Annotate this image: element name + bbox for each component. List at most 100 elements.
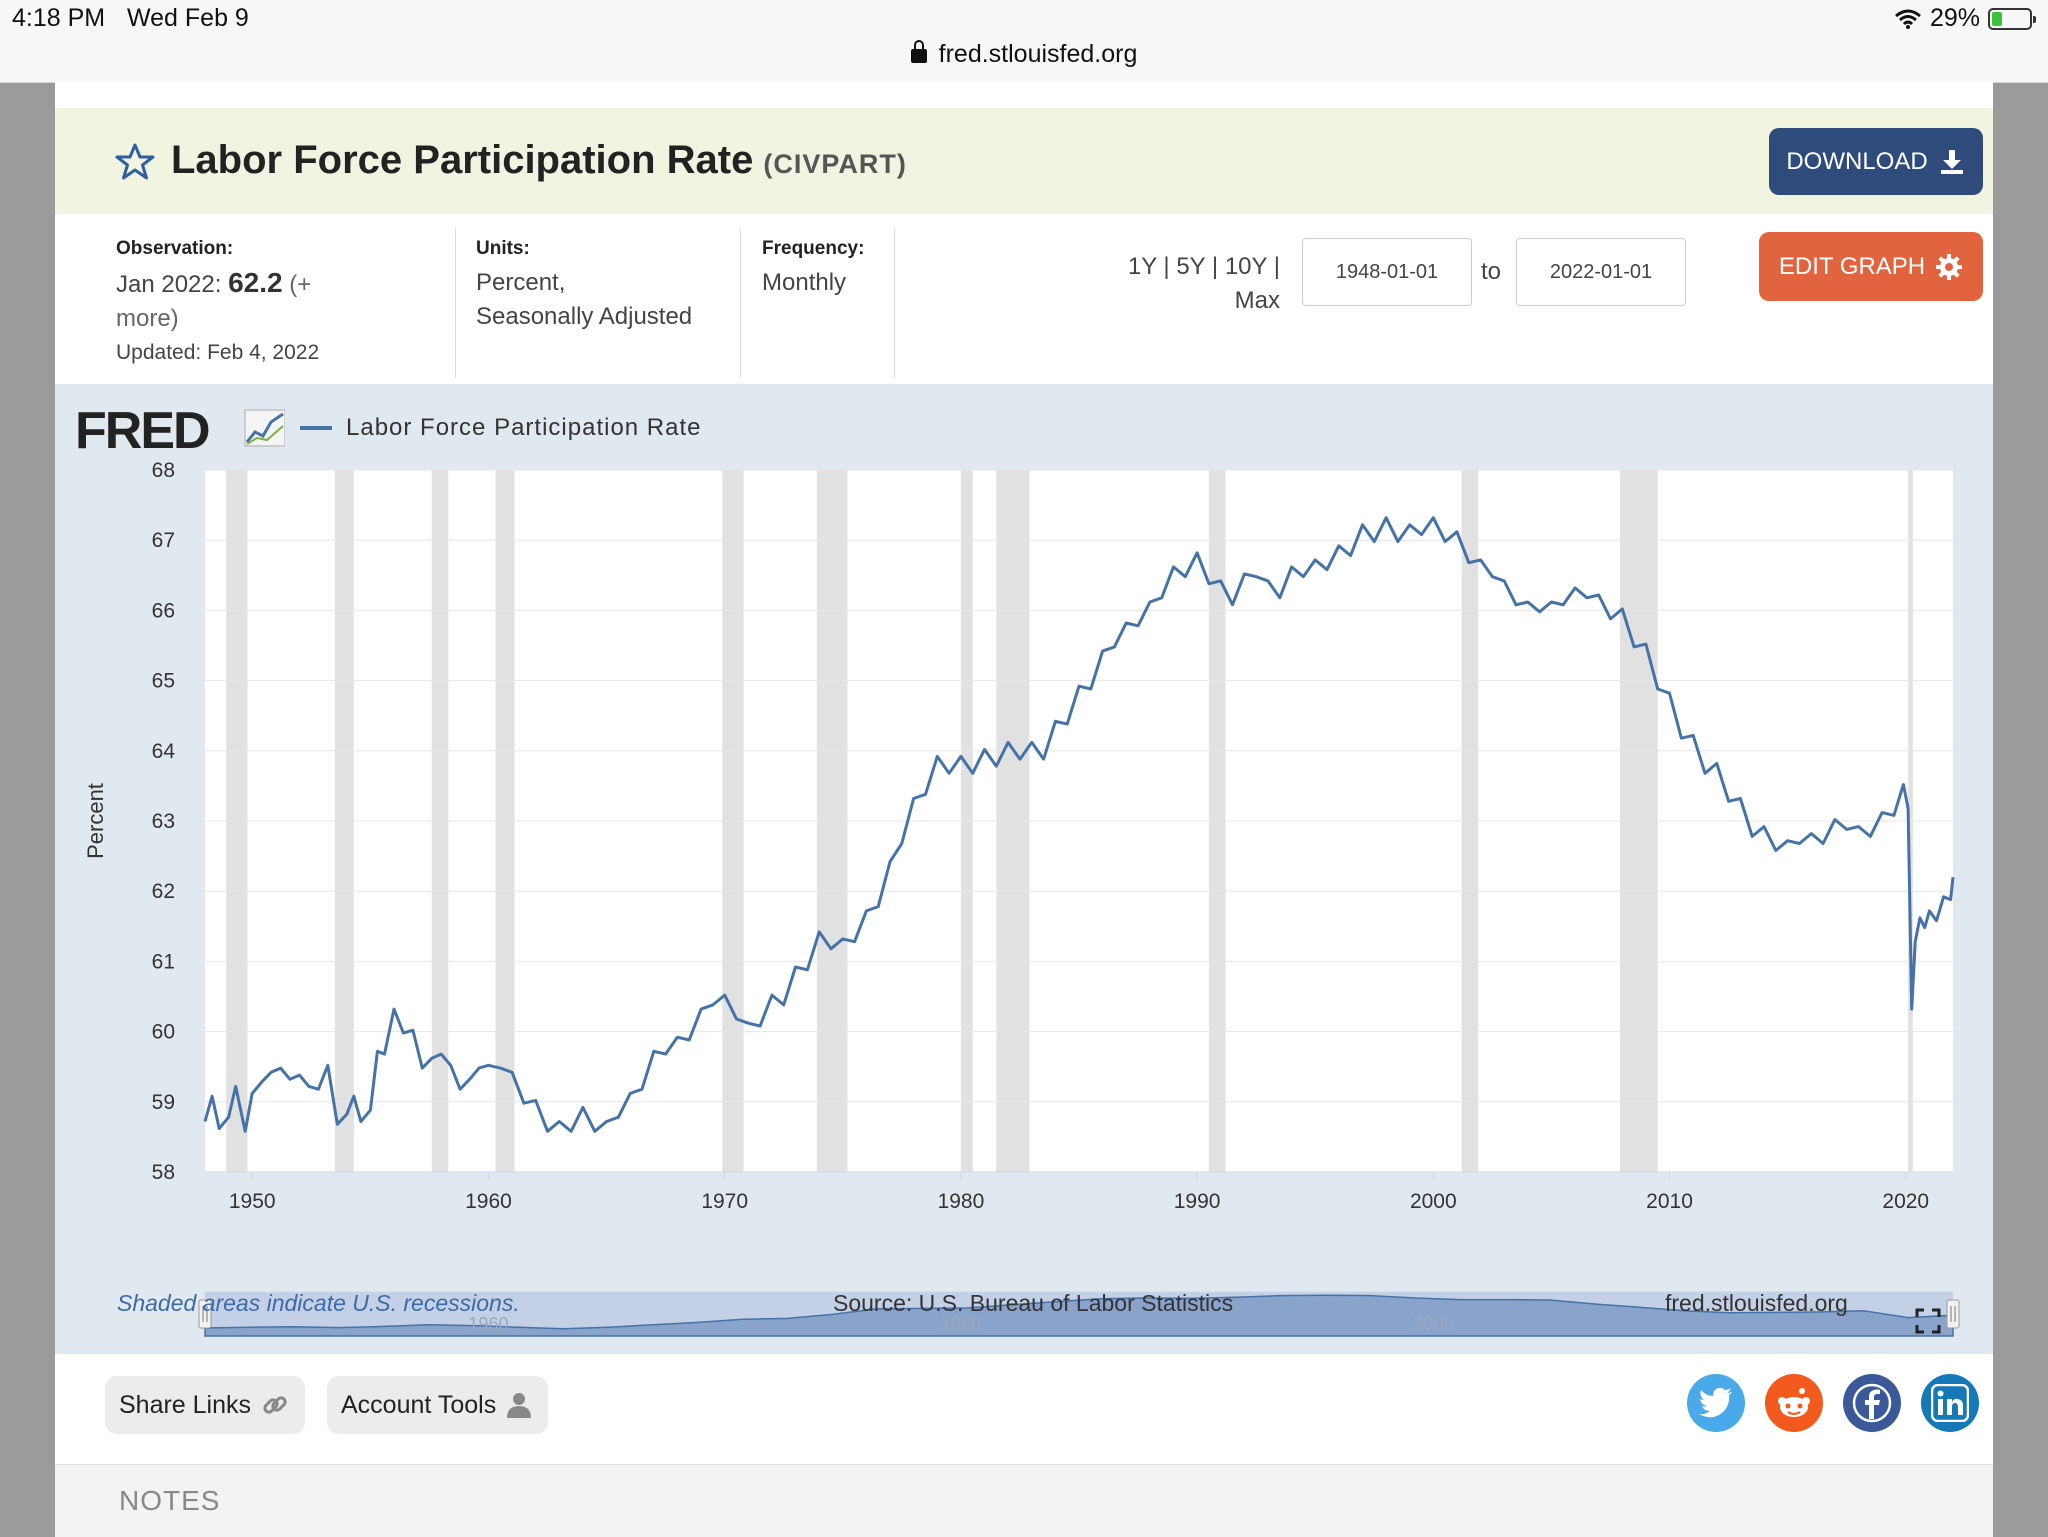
x-tick-label: 1960 xyxy=(465,1190,512,1213)
observation-more-link[interactable]: (+ xyxy=(289,271,312,298)
end-date-input[interactable]: 2022-01-01 xyxy=(1516,238,1686,306)
address-url: fred.stlouisfed.org xyxy=(938,40,1138,68)
legend-swatch xyxy=(300,426,332,430)
navigator-label: 1980 xyxy=(941,1314,981,1334)
facebook-f-icon xyxy=(1852,1383,1892,1423)
y-tick-label: 60 xyxy=(152,1021,175,1044)
y-tick-label: 66 xyxy=(152,599,175,622)
y-tick-label: 67 xyxy=(152,529,175,552)
meta-divider xyxy=(740,228,741,378)
download-button[interactable]: DOWNLOAD xyxy=(1769,128,1983,195)
x-tick-label: 2000 xyxy=(1410,1190,1457,1213)
edit-graph-label: EDIT GRAPH xyxy=(1778,252,1926,280)
frequency-label: Frequency: xyxy=(762,238,865,259)
share-links-label: Share Links xyxy=(119,1390,252,1419)
fred-page: Labor Force Participation Rate (CIVPART) … xyxy=(55,82,1993,1537)
observation-label: Observation: xyxy=(116,238,234,259)
navigator-label: 1960 xyxy=(468,1314,508,1334)
reddit-alien-icon xyxy=(1778,1388,1810,1417)
y-tick-label: 68 xyxy=(152,459,175,482)
lock-icon xyxy=(910,40,927,63)
download-icon xyxy=(1940,149,1963,174)
battery-level xyxy=(1992,11,2002,26)
twitter-icon[interactable] xyxy=(1687,1374,1745,1432)
favorite-star-icon[interactable] xyxy=(115,142,155,182)
navigator-handle[interactable] xyxy=(1946,1299,1960,1329)
y-axis-title: Percent xyxy=(83,783,108,859)
gear-icon xyxy=(1936,253,1963,280)
y-tick-label: 61 xyxy=(152,950,175,973)
linkedin-in-icon xyxy=(1931,1384,1969,1422)
y-tick-label: 58 xyxy=(152,1161,175,1184)
svg-text:FRED: FRED xyxy=(75,402,209,458)
frequency-value: Monthly xyxy=(762,269,847,296)
site-link[interactable]: fred.stlouisfed.org xyxy=(1665,1290,1848,1316)
series-id: (CIVPART) xyxy=(763,149,907,179)
meta-divider xyxy=(894,228,895,378)
share-links-button[interactable]: Share Links xyxy=(105,1376,305,1434)
linkedin-icon[interactable] xyxy=(1921,1374,1979,1432)
notes-title: NOTES xyxy=(119,1485,221,1516)
user-icon xyxy=(507,1393,532,1418)
battery-icon xyxy=(1988,7,2036,30)
y-tick-label: 62 xyxy=(152,880,175,903)
status-date: Wed Feb 9 xyxy=(127,4,249,32)
wifi-icon xyxy=(1894,9,1921,29)
account-tools-button[interactable]: Account Tools xyxy=(327,1376,548,1434)
units-line2: Seasonally Adjusted xyxy=(476,303,693,330)
meta-divider xyxy=(455,228,456,378)
battery-percent: 29% xyxy=(1929,4,1980,32)
x-tick-label: 1980 xyxy=(938,1190,985,1213)
observation-more-link-cont[interactable]: more) xyxy=(116,305,179,332)
y-tick-label: 63 xyxy=(152,810,175,833)
facebook-icon[interactable] xyxy=(1843,1374,1901,1432)
observation-line: Jan 2022: 62.2 (+ xyxy=(116,266,319,302)
link-icon xyxy=(263,1396,287,1414)
series-line[interactable] xyxy=(203,516,1955,1133)
browser-status-bar: 4:18 PM Wed Feb 9 fred.stlouisfed.org 29… xyxy=(0,0,2048,83)
start-date-input[interactable]: 1948-01-01 xyxy=(1302,238,1472,306)
observation-block: Observation: Jan 2022: 62.2 (+ more) Upd… xyxy=(116,238,319,370)
units-block: Units: Percent, Seasonally Adjusted xyxy=(476,238,692,334)
updated-date: Updated: Feb 4, 2022 xyxy=(116,341,320,364)
download-label: DOWNLOAD xyxy=(1786,147,1928,175)
source-note: Source: U.S. Bureau of Labor Statistics xyxy=(833,1290,1234,1316)
observation-value: 62.2 xyxy=(228,267,283,298)
to-label: to xyxy=(1481,258,1502,285)
navigator-label: 2000 xyxy=(1413,1314,1453,1334)
address-bar[interactable]: fred.stlouisfed.org xyxy=(0,40,2048,69)
navigator-area xyxy=(204,1294,1954,1337)
frequency-block: Frequency: Monthly xyxy=(762,238,864,300)
x-tick-label: 1970 xyxy=(701,1190,748,1213)
fred-logo: FRED xyxy=(75,402,285,458)
y-tick-label: 65 xyxy=(152,670,175,693)
account-tools-label: Account Tools xyxy=(341,1390,497,1419)
x-tick-label: 2020 xyxy=(1882,1190,1929,1213)
line-chart[interactable]: 58 59 60 61 62 63 64 65 66 67 68 1950 1960 1970 1980 19… xyxy=(55,384,1993,1354)
series-title: Labor Force Participation Rate xyxy=(171,138,754,182)
range-links-line1[interactable]: 1Y | 5Y | 10Y | xyxy=(1127,253,1280,280)
units-line1: Percent, xyxy=(476,269,566,296)
status-indicators: 29% xyxy=(1894,4,2036,33)
range-links-max[interactable]: Max xyxy=(1234,287,1280,314)
legend-label: Labor Force Participation Rate xyxy=(346,414,702,441)
twitter-bird-icon xyxy=(1699,1388,1732,1418)
reddit-icon[interactable] xyxy=(1765,1374,1823,1432)
page-top-sliver xyxy=(55,82,1993,109)
observation-date: Jan 2022: xyxy=(116,271,222,298)
fullscreen-icon[interactable] xyxy=(1915,1308,1941,1334)
series-metadata: Observation: Jan 2022: 62.2 (+ more) Upd… xyxy=(55,214,1993,384)
navigator-handle[interactable] xyxy=(198,1299,212,1329)
page-title: Labor Force Participation Rate (CIVPART) xyxy=(171,138,907,183)
chart-legend: Labor Force Participation Rate xyxy=(300,414,702,442)
range-links[interactable]: 1Y | 5Y | 10Y | Max xyxy=(1065,250,1280,318)
notes-section: NOTES xyxy=(55,1464,1993,1537)
edit-graph-button[interactable]: EDIT GRAPH xyxy=(1759,232,1983,301)
x-tick-label: 1990 xyxy=(1174,1190,1221,1213)
y-tick-label: 64 xyxy=(152,740,176,763)
graph-area: FRED Labor Force Participation Rate 58 59… xyxy=(55,384,1993,1354)
recession-note: Shaded areas indicate U.S. recessions. xyxy=(117,1290,520,1316)
x-tick-label: 2010 xyxy=(1646,1190,1693,1213)
units-label: Units: xyxy=(476,238,530,259)
series-title-bar: Labor Force Participation Rate (CIVPART) … xyxy=(55,108,1993,214)
